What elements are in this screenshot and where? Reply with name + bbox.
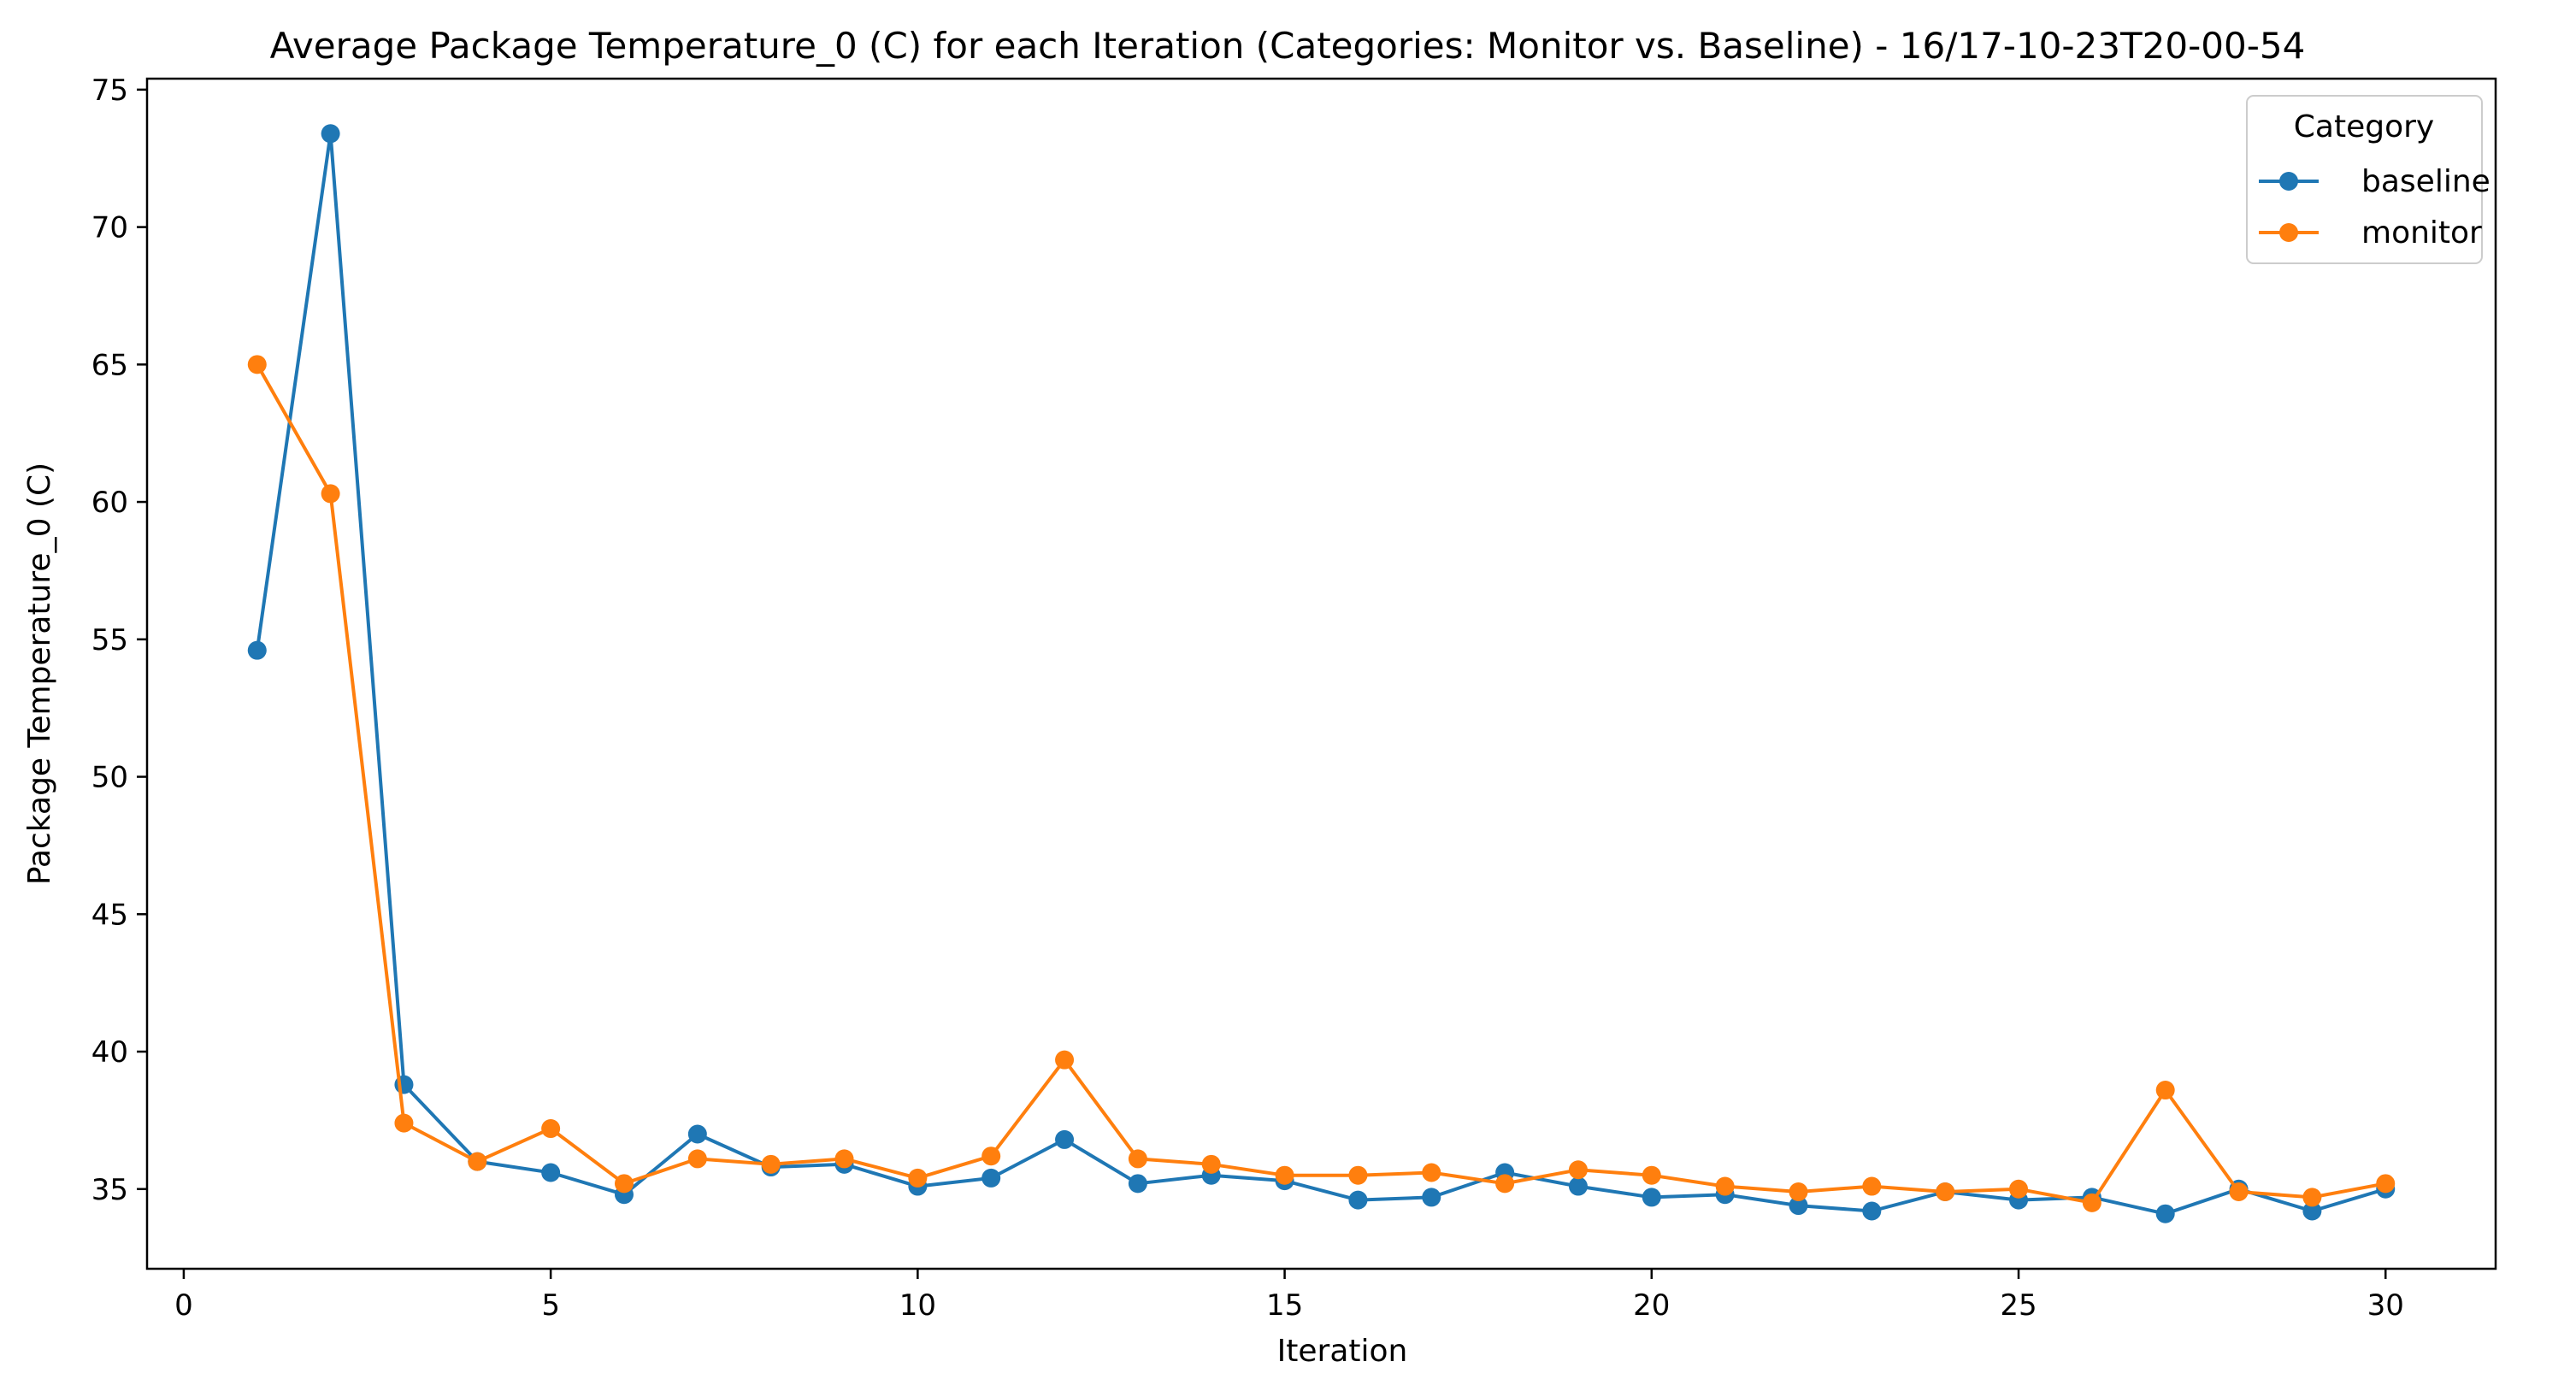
data-point-monitor [834,1149,854,1169]
y-tick-label: 55 [91,623,128,657]
data-point-monitor [614,1174,634,1194]
legend: Category baseline monitor [2246,95,2491,264]
legend-label-baseline: baseline [2361,164,2491,199]
data-point-monitor [247,355,267,374]
legend-box [2246,95,2483,264]
data-point-baseline [2155,1204,2175,1223]
y-tick-label: 65 [91,348,128,382]
data-point-baseline [687,1124,707,1144]
data-point-monitor [687,1149,707,1169]
x-tick-label: 25 [2000,1288,2037,1323]
data-point-monitor [1348,1165,1368,1185]
data-point-monitor [1275,1165,1294,1185]
y-tick-label: 75 [91,74,128,108]
x-axis-label: Iteration [1277,1334,1408,1369]
data-point-monitor [2082,1193,2101,1212]
data-point-baseline [1128,1174,1147,1194]
data-point-monitor [981,1146,1001,1166]
data-point-monitor [541,1119,561,1139]
x-tick-label: 15 [1266,1288,1303,1323]
data-point-monitor [2376,1174,2396,1194]
x-tick-label: 0 [174,1288,193,1323]
data-point-monitor [321,484,340,504]
data-point-monitor [1568,1160,1588,1180]
data-point-monitor [468,1152,487,1171]
series-layer [247,124,2396,1223]
data-point-monitor [761,1154,781,1174]
data-point-monitor [2155,1081,2175,1100]
data-point-baseline [1348,1190,1368,1210]
legend-label-monitor: monitor [2361,215,2482,251]
data-point-monitor [394,1113,414,1133]
data-point-monitor [1715,1176,1735,1196]
y-tick-label: 35 [91,1173,128,1207]
data-point-baseline [1568,1176,1588,1196]
y-tick-label: 70 [91,211,128,245]
y-tick-label: 45 [91,898,128,932]
data-point-baseline [321,124,340,144]
data-point-monitor [1201,1154,1221,1174]
data-point-baseline [1055,1129,1075,1149]
data-point-monitor [2229,1182,2249,1201]
plot-frame [145,77,2497,1270]
data-point-baseline [2302,1201,2322,1221]
y-tick-label: 50 [91,761,128,795]
data-point-monitor [2009,1179,2029,1199]
y-axis-label: Package Temperature_0 (C) [22,463,57,885]
series-line-baseline [255,132,2386,1216]
legend-marker-monitor [2279,223,2298,242]
data-point-monitor [2302,1188,2322,1207]
data-point-baseline [247,640,267,660]
data-point-baseline [1862,1201,1882,1221]
plot-area [145,77,2497,1270]
legend-title: Category [2294,109,2434,144]
data-point-monitor [1495,1174,1515,1194]
data-point-monitor [1422,1163,1441,1182]
data-point-baseline [1789,1196,1808,1216]
data-point-baseline [981,1168,1001,1188]
data-point-monitor [1055,1050,1075,1070]
data-point-monitor [1128,1149,1147,1169]
data-point-monitor [1936,1182,1955,1201]
y-tick-label: 40 [91,1035,128,1070]
series-line-monitor [256,363,2386,1205]
y-tick-label: 60 [91,486,128,520]
data-point-monitor [908,1168,928,1188]
data-point-baseline [1642,1188,1661,1207]
data-point-monitor [1862,1176,1882,1196]
legend-marker-baseline [2279,172,2298,191]
y-axis: 35 40 45 50 55 60 65 70 75 [91,74,147,1207]
data-point-baseline [541,1163,561,1182]
data-point-monitor [1789,1182,1808,1201]
x-tick-label: 20 [1633,1288,1670,1323]
chart-title: Average Package Temperature_0 (C) for ea… [270,25,2306,67]
x-axis: 0 5 10 15 20 25 30 [174,1269,2404,1323]
data-point-baseline [1422,1188,1441,1207]
data-point-monitor [1642,1165,1661,1185]
x-tick-label: 5 [541,1288,560,1323]
x-tick-label: 10 [899,1288,936,1323]
x-tick-label: 30 [2367,1288,2404,1323]
